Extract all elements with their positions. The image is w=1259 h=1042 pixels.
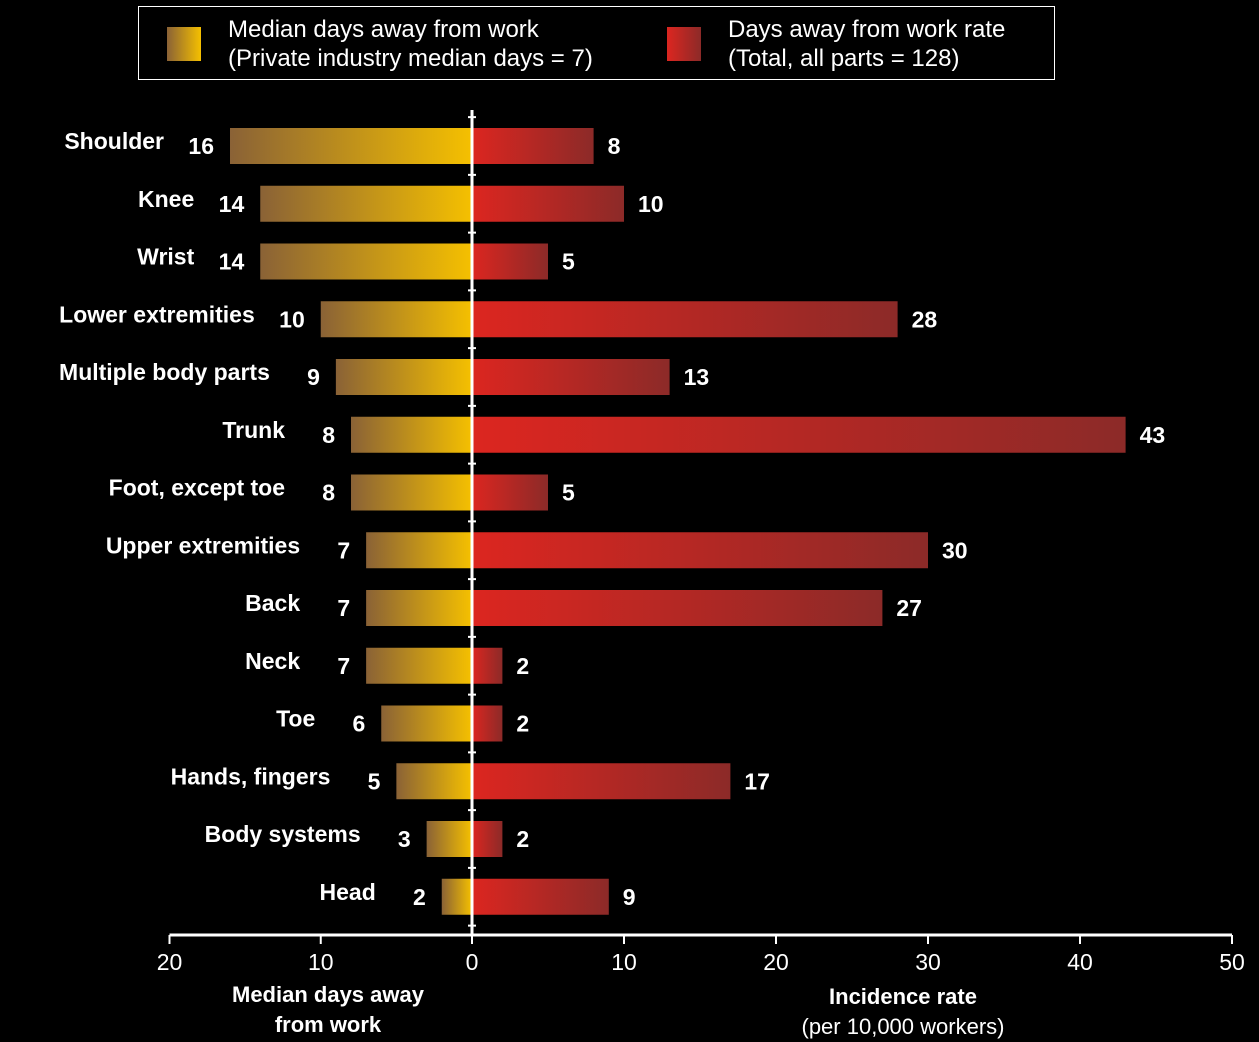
category-label: Knee [138, 186, 194, 212]
bar-incidence-rate [472, 185, 624, 222]
data-label-incidence-rate: 17 [744, 768, 770, 794]
data-label-median-days: 7 [337, 537, 350, 563]
left-axis-label: Median days away [232, 982, 425, 1007]
left-axis-label-line2: from work [275, 1012, 382, 1037]
legend: Median days away from work (Private indu… [138, 6, 1055, 80]
bar-incidence-rate [472, 878, 609, 915]
data-label-median-days: 14 [219, 249, 245, 275]
bar-incidence-rate [472, 474, 548, 511]
data-label-median-days: 7 [337, 653, 350, 679]
legend-swatch-rate [667, 27, 701, 61]
data-label-median-days: 9 [307, 364, 320, 390]
bar-incidence-rate [472, 301, 898, 338]
legend-sublabel: (Total, all parts = 128) [728, 45, 960, 72]
legend-swatch-median-days [167, 27, 201, 61]
data-label-incidence-rate: 13 [684, 364, 710, 390]
category-label: Shoulder [64, 128, 164, 154]
bar-median-days [320, 301, 472, 338]
bar-median-days [441, 878, 472, 915]
bar-incidence-rate [472, 821, 503, 857]
data-label-median-days: 16 [188, 133, 214, 159]
bar-median-days [335, 359, 472, 395]
data-label-incidence-rate: 5 [562, 249, 575, 275]
category-label: Toe [276, 706, 315, 732]
bar-incidence-rate [472, 763, 731, 800]
data-label-median-days: 6 [352, 711, 365, 737]
category-label: Wrist [137, 244, 194, 270]
bar-median-days [230, 128, 472, 164]
category-label: Body systems [205, 821, 361, 847]
category-label: Upper extremities [106, 532, 300, 558]
bar-median-days [351, 416, 472, 453]
right-axis-tick-label: 40 [1067, 949, 1093, 975]
bar-median-days [351, 474, 472, 511]
data-label-incidence-rate: 9 [623, 884, 636, 910]
legend-item-rate: Days away from work rate (Total, all par… [728, 15, 1005, 73]
bar-incidence-rate [472, 705, 503, 742]
category-label: Lower extremities [59, 301, 255, 327]
right-axis-tick-label: 50 [1219, 949, 1245, 975]
data-label-median-days: 14 [219, 191, 245, 217]
data-label-incidence-rate: 28 [912, 306, 938, 332]
data-label-median-days: 5 [368, 768, 381, 794]
data-label-incidence-rate: 2 [516, 826, 529, 852]
bar-incidence-rate [472, 416, 1126, 453]
left-axis-tick-label: 0 [466, 949, 479, 975]
bar-median-days [381, 705, 472, 742]
bar-incidence-rate [472, 243, 548, 280]
right-axis-tick-label: 20 [763, 949, 789, 975]
legend-label: Median days away from work [228, 16, 539, 43]
category-label: Multiple body parts [59, 359, 270, 385]
data-label-median-days: 2 [413, 884, 426, 910]
bar-median-days [260, 185, 472, 222]
bar-incidence-rate [472, 590, 883, 626]
category-label: Back [245, 590, 300, 616]
category-label: Foot, except toe [109, 475, 285, 501]
data-label-incidence-rate: 10 [638, 191, 664, 217]
right-axis-label-line2: (per 10,000 workers) [802, 1014, 1005, 1039]
data-label-incidence-rate: 5 [562, 480, 575, 506]
category-label: Head [320, 879, 376, 905]
bar-median-days [366, 532, 472, 569]
bar-incidence-rate [472, 128, 594, 164]
legend-label: Days away from work rate [728, 16, 1006, 43]
data-label-median-days: 8 [322, 480, 335, 506]
bar-incidence-rate [472, 359, 670, 395]
data-label-incidence-rate: 27 [896, 595, 922, 621]
right-axis-label: Incidence rate [829, 984, 977, 1009]
right-axis-tick-label: 10 [611, 949, 637, 975]
data-label-incidence-rate: 2 [516, 653, 529, 679]
bar-median-days [426, 821, 472, 857]
left-axis-tick-label: 20 [157, 949, 183, 975]
data-label-median-days: 10 [279, 306, 305, 332]
legend-item-median-days: Median days away from work (Private indu… [228, 15, 593, 73]
category-label: Neck [245, 648, 300, 674]
data-label-incidence-rate: 2 [516, 711, 529, 737]
right-axis-tick-label: 30 [915, 949, 941, 975]
bar-median-days [366, 590, 472, 626]
bar-median-days [260, 243, 472, 280]
category-label: Trunk [222, 417, 285, 443]
data-label-incidence-rate: 30 [942, 537, 968, 563]
data-label-incidence-rate: 43 [1140, 422, 1166, 448]
data-label-median-days: 7 [337, 595, 350, 621]
bar-median-days [366, 647, 472, 684]
bar-incidence-rate [472, 532, 928, 569]
legend-sublabel: (Private industry median days = 7) [228, 45, 593, 72]
data-label-median-days: 3 [398, 826, 411, 852]
data-label-incidence-rate: 8 [608, 133, 621, 159]
bar-median-days [396, 763, 472, 800]
data-label-median-days: 8 [322, 422, 335, 448]
left-axis-tick-label: 10 [308, 949, 334, 975]
bar-incidence-rate [472, 647, 503, 684]
category-label: Hands, fingers [171, 763, 331, 789]
